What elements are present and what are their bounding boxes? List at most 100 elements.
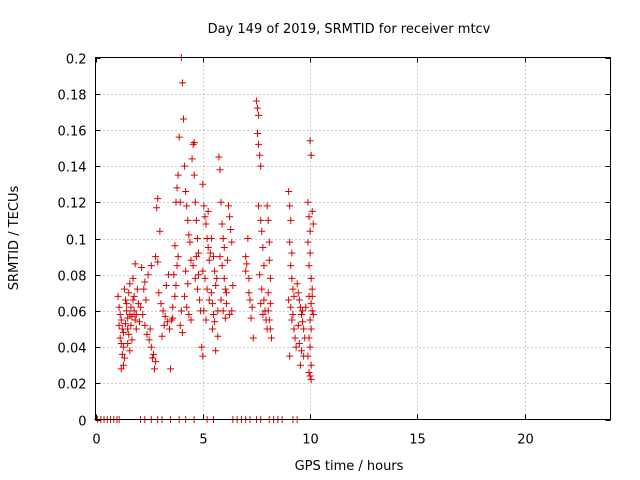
y-axis-label: SRMTID / TECUs bbox=[7, 186, 22, 291]
data-point bbox=[133, 285, 141, 293]
data-point bbox=[264, 216, 272, 224]
data-point bbox=[289, 285, 297, 293]
data-point bbox=[207, 235, 215, 242]
data-point bbox=[308, 292, 316, 300]
data-point bbox=[173, 184, 181, 192]
data-point bbox=[308, 307, 316, 315]
data-point bbox=[193, 285, 201, 293]
data-point bbox=[120, 285, 128, 293]
data-point bbox=[186, 238, 194, 246]
data-point bbox=[220, 244, 228, 252]
data-point bbox=[125, 330, 133, 338]
data-point bbox=[193, 235, 201, 242]
data-point bbox=[244, 235, 252, 242]
data-point bbox=[119, 329, 127, 337]
data-point bbox=[149, 350, 157, 358]
data-point bbox=[285, 296, 293, 304]
data-point bbox=[288, 316, 296, 324]
data-point bbox=[195, 249, 202, 257]
data-point bbox=[199, 352, 207, 360]
y-tick-label: 0.04 bbox=[58, 342, 87, 357]
data-point bbox=[286, 352, 294, 360]
data-point bbox=[218, 220, 226, 228]
y-tick-label: 0.12 bbox=[58, 197, 87, 212]
data-point bbox=[306, 249, 314, 257]
data-point bbox=[309, 220, 317, 228]
data-point bbox=[229, 282, 237, 290]
data-point bbox=[185, 311, 193, 319]
data-point bbox=[226, 311, 234, 319]
data-point bbox=[167, 365, 175, 373]
data-point bbox=[263, 202, 271, 210]
data-point bbox=[198, 343, 206, 351]
data-point bbox=[204, 244, 212, 252]
data-point bbox=[289, 311, 297, 319]
data-point bbox=[307, 325, 315, 333]
data-point bbox=[307, 151, 315, 159]
data-point bbox=[182, 267, 190, 275]
data-point bbox=[130, 307, 138, 315]
data-point bbox=[170, 271, 178, 279]
data-point bbox=[287, 216, 295, 224]
data-point bbox=[117, 365, 125, 373]
data-point bbox=[168, 316, 176, 324]
data-point bbox=[129, 274, 137, 282]
data-point bbox=[195, 271, 202, 279]
data-point bbox=[211, 267, 219, 275]
data-point bbox=[119, 361, 127, 369]
data-point bbox=[257, 216, 265, 224]
data-point bbox=[258, 227, 266, 235]
data-point bbox=[304, 198, 312, 206]
data-point bbox=[221, 314, 229, 322]
data-point bbox=[176, 198, 184, 206]
data-point bbox=[181, 292, 189, 300]
data-point bbox=[213, 274, 221, 282]
data-point bbox=[192, 253, 200, 261]
data-point bbox=[177, 307, 185, 315]
data-point bbox=[191, 274, 199, 282]
x-tick-label: 20 bbox=[517, 433, 534, 448]
data-point bbox=[288, 249, 296, 257]
data-point bbox=[246, 296, 254, 304]
data-point bbox=[118, 350, 126, 358]
data-point bbox=[134, 300, 142, 308]
data-point bbox=[124, 325, 132, 333]
data-point bbox=[122, 296, 130, 304]
data-point bbox=[212, 347, 220, 355]
data-point bbox=[174, 253, 182, 261]
data-point bbox=[285, 187, 293, 195]
data-point bbox=[185, 231, 193, 239]
data-point bbox=[116, 311, 124, 319]
data-point bbox=[259, 244, 267, 252]
data-point bbox=[221, 285, 229, 293]
y-tick-label: 0 bbox=[78, 415, 86, 430]
data-point bbox=[218, 262, 226, 270]
data-point bbox=[257, 162, 265, 170]
data-point bbox=[155, 289, 163, 297]
data-point bbox=[216, 253, 224, 261]
data-point bbox=[243, 260, 251, 268]
data-point bbox=[184, 280, 192, 288]
data-point bbox=[225, 202, 233, 210]
x-axis-label: GPS time / hours bbox=[295, 459, 404, 474]
data-point bbox=[146, 325, 154, 333]
data-point bbox=[266, 274, 274, 282]
data-point bbox=[286, 238, 294, 246]
data-point bbox=[210, 253, 218, 261]
data-point bbox=[291, 334, 299, 342]
data-point bbox=[245, 289, 253, 297]
data-point bbox=[207, 289, 215, 297]
data-point bbox=[182, 187, 190, 195]
data-point bbox=[187, 256, 195, 264]
data-point bbox=[300, 325, 308, 333]
data-point bbox=[153, 204, 161, 212]
data-point bbox=[202, 316, 210, 324]
data-point bbox=[307, 376, 315, 384]
data-point bbox=[184, 216, 192, 224]
data-point bbox=[160, 321, 168, 329]
data-point bbox=[265, 256, 273, 264]
plot-frame bbox=[95, 57, 611, 420]
data-point bbox=[148, 354, 156, 362]
data-point bbox=[171, 292, 179, 300]
data-point bbox=[307, 361, 315, 369]
